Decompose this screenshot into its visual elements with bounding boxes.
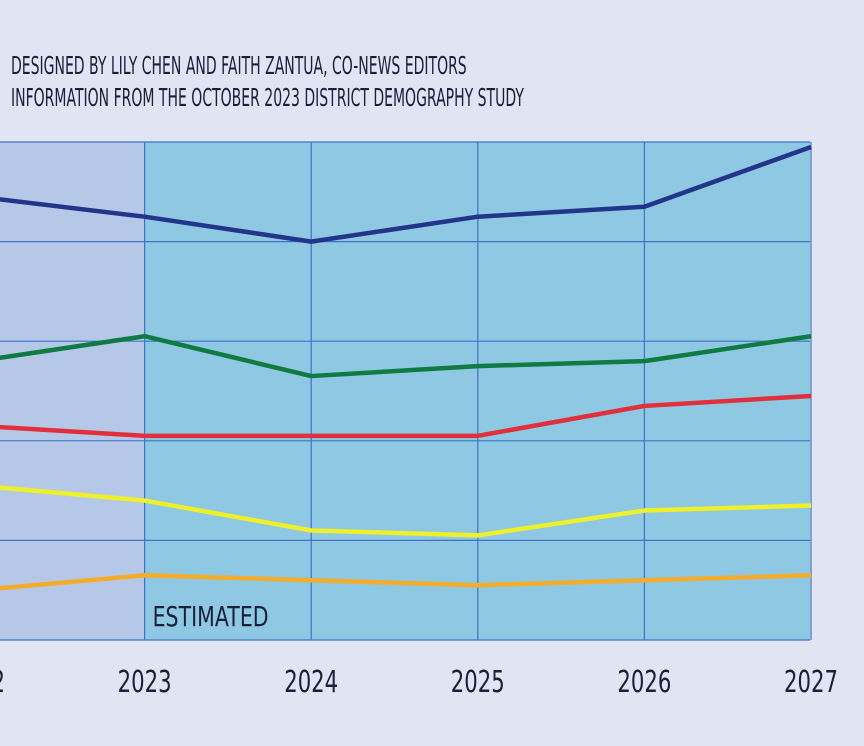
x-tick-label: 2022 xyxy=(0,665,5,700)
actual-region xyxy=(0,142,145,640)
x-tick-label: 2025 xyxy=(451,665,505,700)
x-axis-tick-labels: 2022 2023 2024 2025 2026 2027 xyxy=(0,665,838,700)
series-line-orange xyxy=(0,573,812,591)
series-line-yellow xyxy=(0,485,812,538)
x-tick-label: 2027 xyxy=(784,665,838,700)
series-line-navy xyxy=(0,144,812,244)
series-line-red xyxy=(0,393,812,439)
vertical-gridlines xyxy=(144,142,812,640)
credit-line-designers: DESIGNED BY LILY CHEN AND FAITH ZANTUA, … xyxy=(11,51,467,80)
series-line-green xyxy=(0,333,812,379)
series-lines xyxy=(0,144,812,591)
credit-line-source: INFORMATION FROM THE OCTOBER 2023 DISTRI… xyxy=(11,83,524,112)
estimated-annotation: ESTIMATED xyxy=(153,600,269,633)
x-tick-label: 2024 xyxy=(284,665,338,700)
horizontal-gridlines xyxy=(0,141,810,641)
x-tick-label: 2026 xyxy=(617,665,671,700)
x-tick-label: 2023 xyxy=(118,665,172,700)
credits: DESIGNED BY LILY CHEN AND FAITH ZANTUA, … xyxy=(11,50,851,114)
